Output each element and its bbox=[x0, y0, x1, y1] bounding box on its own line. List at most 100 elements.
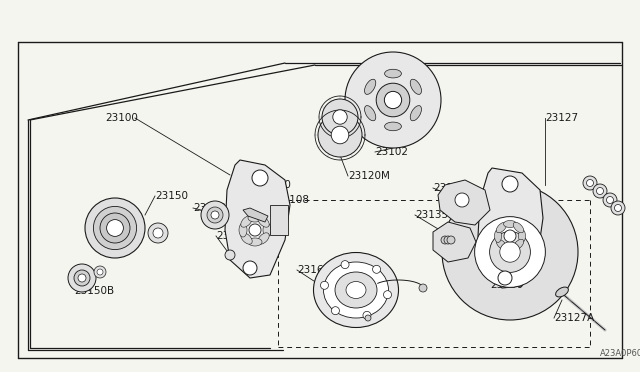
Polygon shape bbox=[438, 180, 490, 225]
Ellipse shape bbox=[504, 244, 516, 251]
Text: 23118: 23118 bbox=[216, 231, 249, 241]
Text: 23102: 23102 bbox=[375, 147, 408, 157]
Polygon shape bbox=[478, 168, 543, 288]
Text: 23127: 23127 bbox=[545, 113, 578, 123]
Ellipse shape bbox=[385, 69, 401, 78]
Ellipse shape bbox=[314, 253, 399, 327]
Ellipse shape bbox=[346, 282, 366, 298]
Polygon shape bbox=[225, 160, 290, 278]
Ellipse shape bbox=[248, 214, 262, 222]
Text: 23150: 23150 bbox=[155, 191, 188, 201]
Ellipse shape bbox=[410, 79, 422, 94]
Ellipse shape bbox=[495, 230, 502, 243]
Ellipse shape bbox=[239, 223, 247, 237]
Circle shape bbox=[68, 264, 96, 292]
Ellipse shape bbox=[241, 216, 252, 227]
Circle shape bbox=[444, 236, 452, 244]
Ellipse shape bbox=[504, 221, 516, 228]
Circle shape bbox=[225, 250, 235, 260]
Circle shape bbox=[500, 242, 520, 262]
Ellipse shape bbox=[258, 216, 269, 227]
Circle shape bbox=[611, 201, 625, 215]
Circle shape bbox=[322, 99, 358, 135]
Circle shape bbox=[201, 201, 229, 229]
Ellipse shape bbox=[556, 287, 568, 297]
Circle shape bbox=[332, 307, 339, 315]
Circle shape bbox=[78, 274, 86, 282]
Circle shape bbox=[447, 236, 455, 244]
Text: 23100: 23100 bbox=[105, 113, 138, 123]
Circle shape bbox=[502, 176, 518, 192]
Ellipse shape bbox=[496, 239, 507, 250]
Ellipse shape bbox=[410, 106, 422, 121]
Circle shape bbox=[607, 196, 614, 203]
Text: 23230: 23230 bbox=[490, 280, 523, 290]
Circle shape bbox=[333, 110, 348, 124]
Circle shape bbox=[211, 211, 219, 219]
Text: 23200: 23200 bbox=[258, 180, 291, 190]
Text: 23120M: 23120M bbox=[348, 171, 390, 181]
Ellipse shape bbox=[258, 233, 269, 244]
Ellipse shape bbox=[365, 106, 376, 121]
Ellipse shape bbox=[323, 262, 388, 318]
Circle shape bbox=[442, 184, 578, 320]
Circle shape bbox=[318, 113, 362, 157]
Text: 23120MA: 23120MA bbox=[193, 203, 242, 213]
Circle shape bbox=[153, 228, 163, 238]
Ellipse shape bbox=[513, 222, 524, 233]
Text: 23135M: 23135M bbox=[415, 210, 457, 220]
Ellipse shape bbox=[513, 239, 524, 250]
Circle shape bbox=[490, 232, 531, 272]
Circle shape bbox=[498, 271, 512, 285]
Ellipse shape bbox=[248, 238, 262, 246]
Ellipse shape bbox=[241, 233, 252, 244]
Text: 23108: 23108 bbox=[276, 195, 309, 205]
Circle shape bbox=[596, 187, 604, 195]
Circle shape bbox=[376, 83, 410, 117]
Circle shape bbox=[321, 281, 328, 289]
Circle shape bbox=[252, 170, 268, 186]
Circle shape bbox=[74, 270, 90, 286]
Ellipse shape bbox=[263, 223, 271, 237]
Text: 23150B: 23150B bbox=[74, 286, 114, 296]
Ellipse shape bbox=[496, 222, 507, 233]
Circle shape bbox=[93, 206, 136, 250]
Circle shape bbox=[504, 230, 516, 242]
Circle shape bbox=[341, 261, 349, 269]
Circle shape bbox=[614, 205, 621, 212]
Circle shape bbox=[100, 213, 130, 243]
Circle shape bbox=[383, 291, 392, 299]
Circle shape bbox=[603, 193, 617, 207]
Circle shape bbox=[243, 261, 257, 275]
Text: 23127A: 23127A bbox=[554, 313, 595, 323]
Circle shape bbox=[107, 219, 124, 236]
Circle shape bbox=[148, 223, 168, 243]
Circle shape bbox=[593, 184, 607, 198]
Polygon shape bbox=[433, 222, 476, 262]
Circle shape bbox=[419, 284, 427, 292]
Ellipse shape bbox=[385, 122, 401, 131]
Circle shape bbox=[345, 52, 441, 148]
Ellipse shape bbox=[365, 79, 376, 94]
Text: A23A0P60: A23A0P60 bbox=[600, 350, 640, 359]
Circle shape bbox=[586, 180, 593, 186]
Circle shape bbox=[455, 193, 469, 207]
Circle shape bbox=[363, 311, 371, 320]
Text: 23163: 23163 bbox=[297, 265, 330, 275]
Circle shape bbox=[207, 207, 223, 223]
Circle shape bbox=[475, 217, 545, 287]
Circle shape bbox=[372, 265, 381, 273]
Circle shape bbox=[97, 269, 103, 275]
Circle shape bbox=[441, 236, 449, 244]
Circle shape bbox=[583, 176, 597, 190]
Circle shape bbox=[365, 315, 371, 321]
Ellipse shape bbox=[518, 230, 525, 243]
Circle shape bbox=[94, 266, 106, 278]
Circle shape bbox=[385, 92, 402, 109]
Circle shape bbox=[249, 224, 261, 236]
Text: 23133: 23133 bbox=[433, 183, 466, 193]
Circle shape bbox=[85, 198, 145, 258]
Bar bbox=[270, 205, 288, 235]
Ellipse shape bbox=[335, 272, 377, 308]
Polygon shape bbox=[243, 208, 268, 222]
